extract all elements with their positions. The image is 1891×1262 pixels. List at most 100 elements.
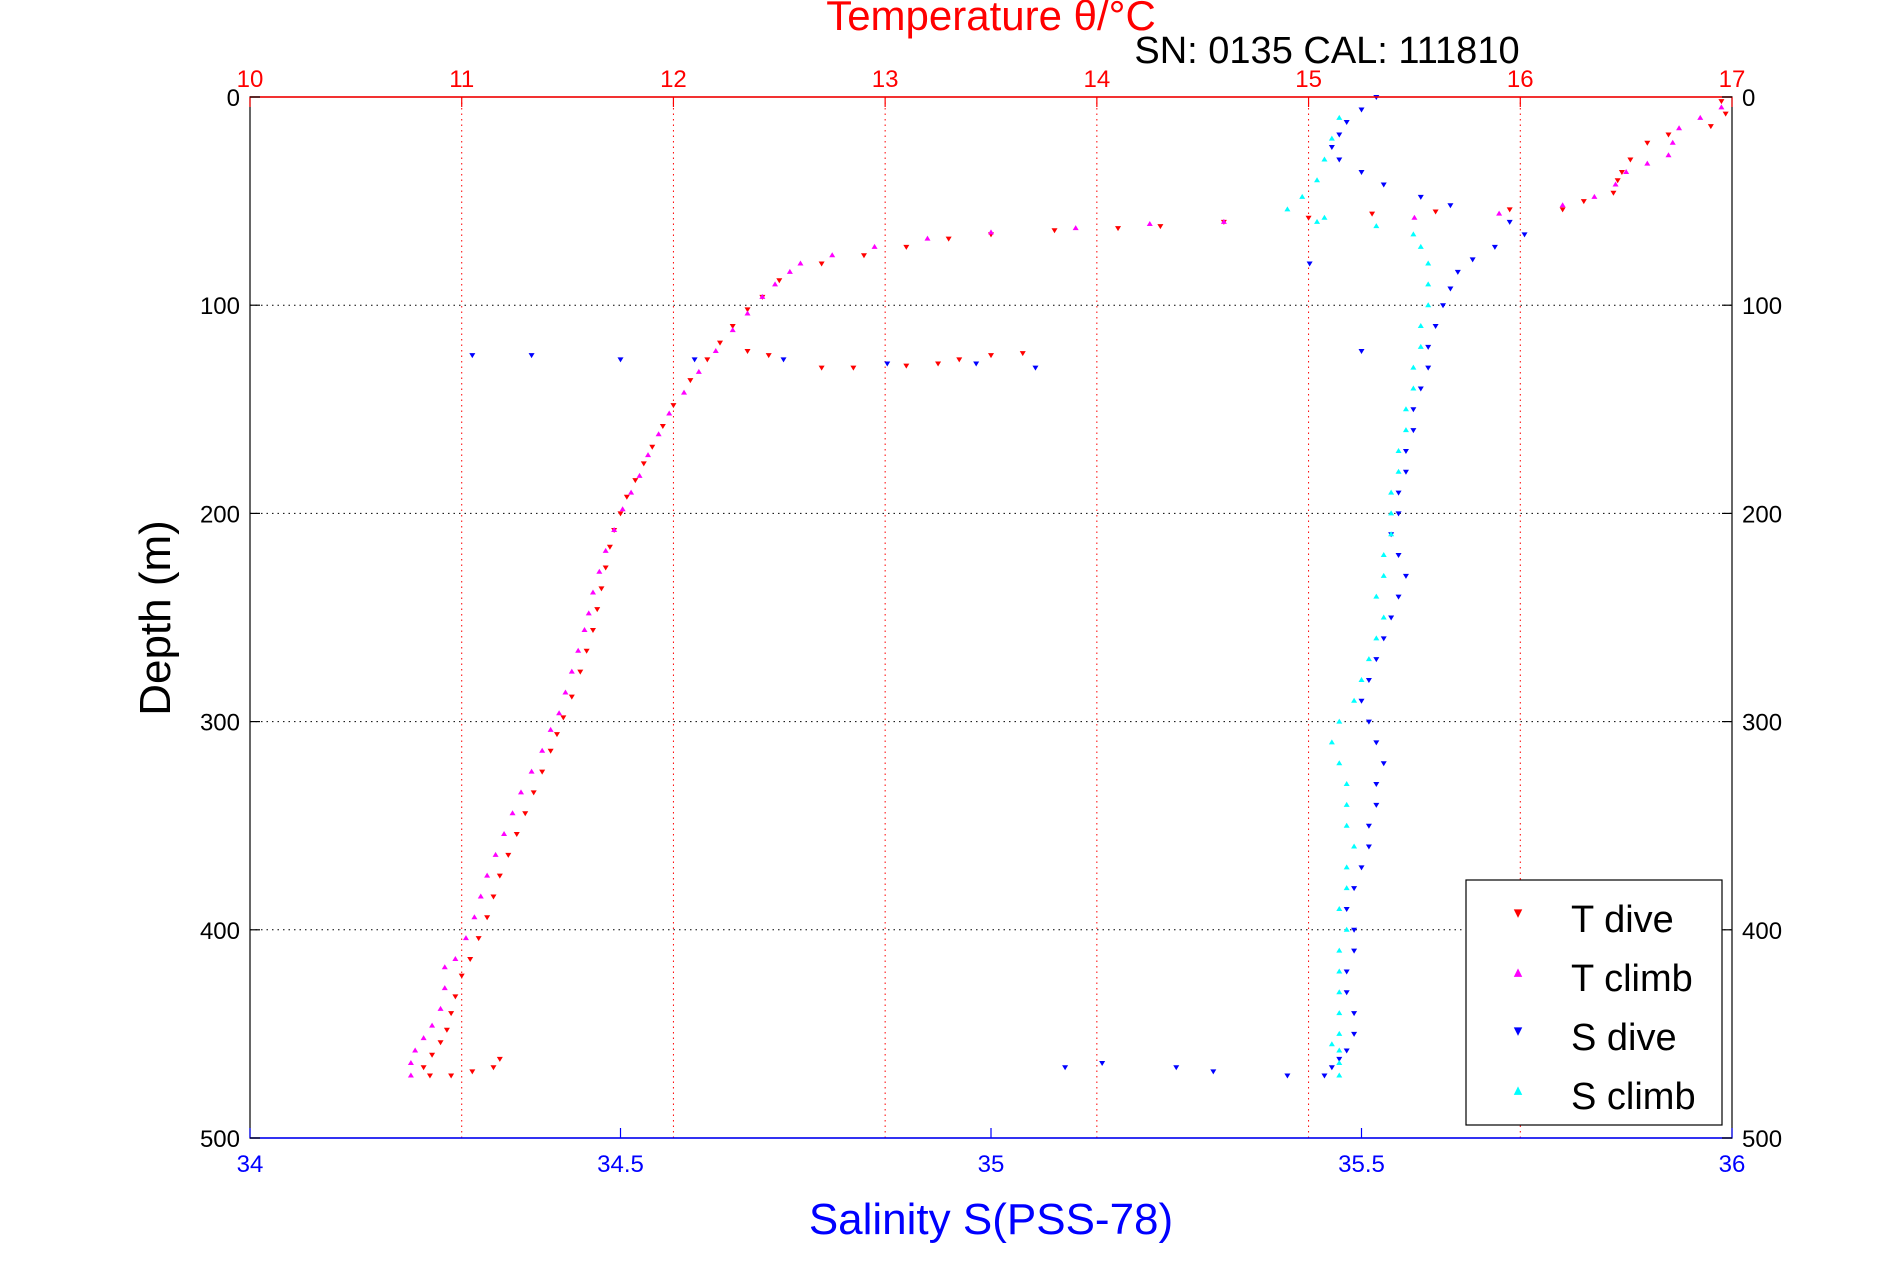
data-point [492, 851, 499, 857]
data-point [1425, 365, 1432, 371]
data-point [786, 268, 793, 274]
temp-tick-label: 13 [872, 66, 899, 93]
data-point [1718, 104, 1725, 110]
axis-ticks: 10 11 12 13 14 15 16 17 34 34.5 35 35.5 36 0 0 100 100 20… [200, 66, 1782, 1178]
data-point [1210, 1069, 1217, 1075]
data-point [744, 310, 751, 316]
data-point [496, 1056, 503, 1062]
data-point [1314, 218, 1321, 224]
data-point [1336, 760, 1343, 766]
data-point [1336, 989, 1343, 995]
data-point [988, 229, 994, 235]
data-point [490, 1065, 497, 1071]
data-point [1432, 209, 1439, 215]
data-point [1369, 211, 1376, 217]
data-point [553, 732, 560, 738]
data-point [973, 361, 980, 367]
data-point [655, 431, 662, 437]
data-point [871, 243, 878, 249]
data-point [448, 1011, 455, 1017]
data-point [484, 872, 491, 878]
legend-label-t-climb: T climb [1571, 958, 1693, 1000]
data-point [1425, 344, 1432, 350]
data-point [1432, 324, 1439, 330]
data-point [1469, 257, 1476, 263]
data-point [681, 389, 688, 395]
data-point [670, 403, 677, 409]
data-point [988, 353, 994, 359]
data-point [528, 768, 535, 774]
data-point [1336, 1056, 1343, 1062]
data-point [1447, 286, 1454, 292]
data-point [509, 810, 516, 816]
data-point [1395, 468, 1402, 474]
data-point [1351, 843, 1358, 849]
data-point [1402, 448, 1409, 454]
data-point [560, 715, 567, 721]
data-point [539, 747, 546, 753]
data-point [945, 236, 952, 242]
data-point [1373, 635, 1380, 641]
data-point [585, 610, 592, 616]
data-point [1321, 156, 1328, 162]
data-point [484, 915, 491, 921]
data-point [1380, 552, 1387, 558]
data-point [850, 365, 857, 371]
data-point [1395, 594, 1402, 600]
data-point [717, 340, 724, 346]
data-point [1506, 207, 1513, 213]
data-point [1306, 261, 1313, 267]
temp-tick-label: 12 [660, 66, 687, 93]
data-point [606, 544, 613, 550]
data-point [666, 410, 673, 416]
data-point [1328, 144, 1335, 150]
salinity-tick-label: 34 [237, 1151, 264, 1178]
data-point [1343, 864, 1350, 870]
data-point [818, 365, 825, 371]
legend-marker-t-dive: ▾ [1514, 903, 1523, 922]
data-point [1351, 948, 1358, 954]
data-point [448, 1073, 455, 1079]
data-point [1019, 351, 1026, 357]
data-point [1644, 160, 1651, 166]
series-s-climb [1284, 114, 1432, 1078]
data-point [617, 511, 624, 517]
salinity-tick-label: 34.5 [597, 1151, 644, 1178]
data-point [1336, 114, 1343, 120]
data-point [1580, 199, 1587, 205]
data-point [1146, 221, 1153, 227]
data-point [1299, 193, 1306, 199]
data-point [1336, 1047, 1343, 1053]
depth-tick-label-right: 0 [1742, 85, 1755, 112]
data-point [1440, 303, 1447, 309]
depth-tick-label-right: 100 [1742, 293, 1782, 320]
data-point [575, 647, 582, 653]
salinity-tick-label: 36 [1719, 1151, 1746, 1178]
data-point [772, 281, 779, 287]
data-point [1612, 181, 1619, 187]
data-point [776, 278, 783, 284]
data-point [623, 494, 630, 500]
data-point [1314, 177, 1321, 183]
y-axis-label: Depth (m) [131, 520, 180, 716]
data-point [1336, 157, 1343, 163]
data-point [568, 694, 575, 700]
data-point [829, 252, 836, 258]
data-point [1099, 1061, 1106, 1067]
data-point [1559, 207, 1566, 213]
data-point [1722, 111, 1729, 117]
data-point [1062, 1065, 1069, 1071]
data-point [617, 357, 624, 363]
data-point [1157, 224, 1164, 230]
data-point [469, 353, 476, 359]
depth-tick-label-left: 400 [200, 918, 240, 945]
data-point [924, 235, 931, 241]
data-point [1373, 593, 1380, 599]
data-point [1380, 614, 1387, 620]
data-point [539, 769, 546, 775]
data-point [562, 689, 569, 695]
data-point [1115, 226, 1122, 232]
data-point [1328, 135, 1335, 141]
data-point [1336, 968, 1343, 974]
